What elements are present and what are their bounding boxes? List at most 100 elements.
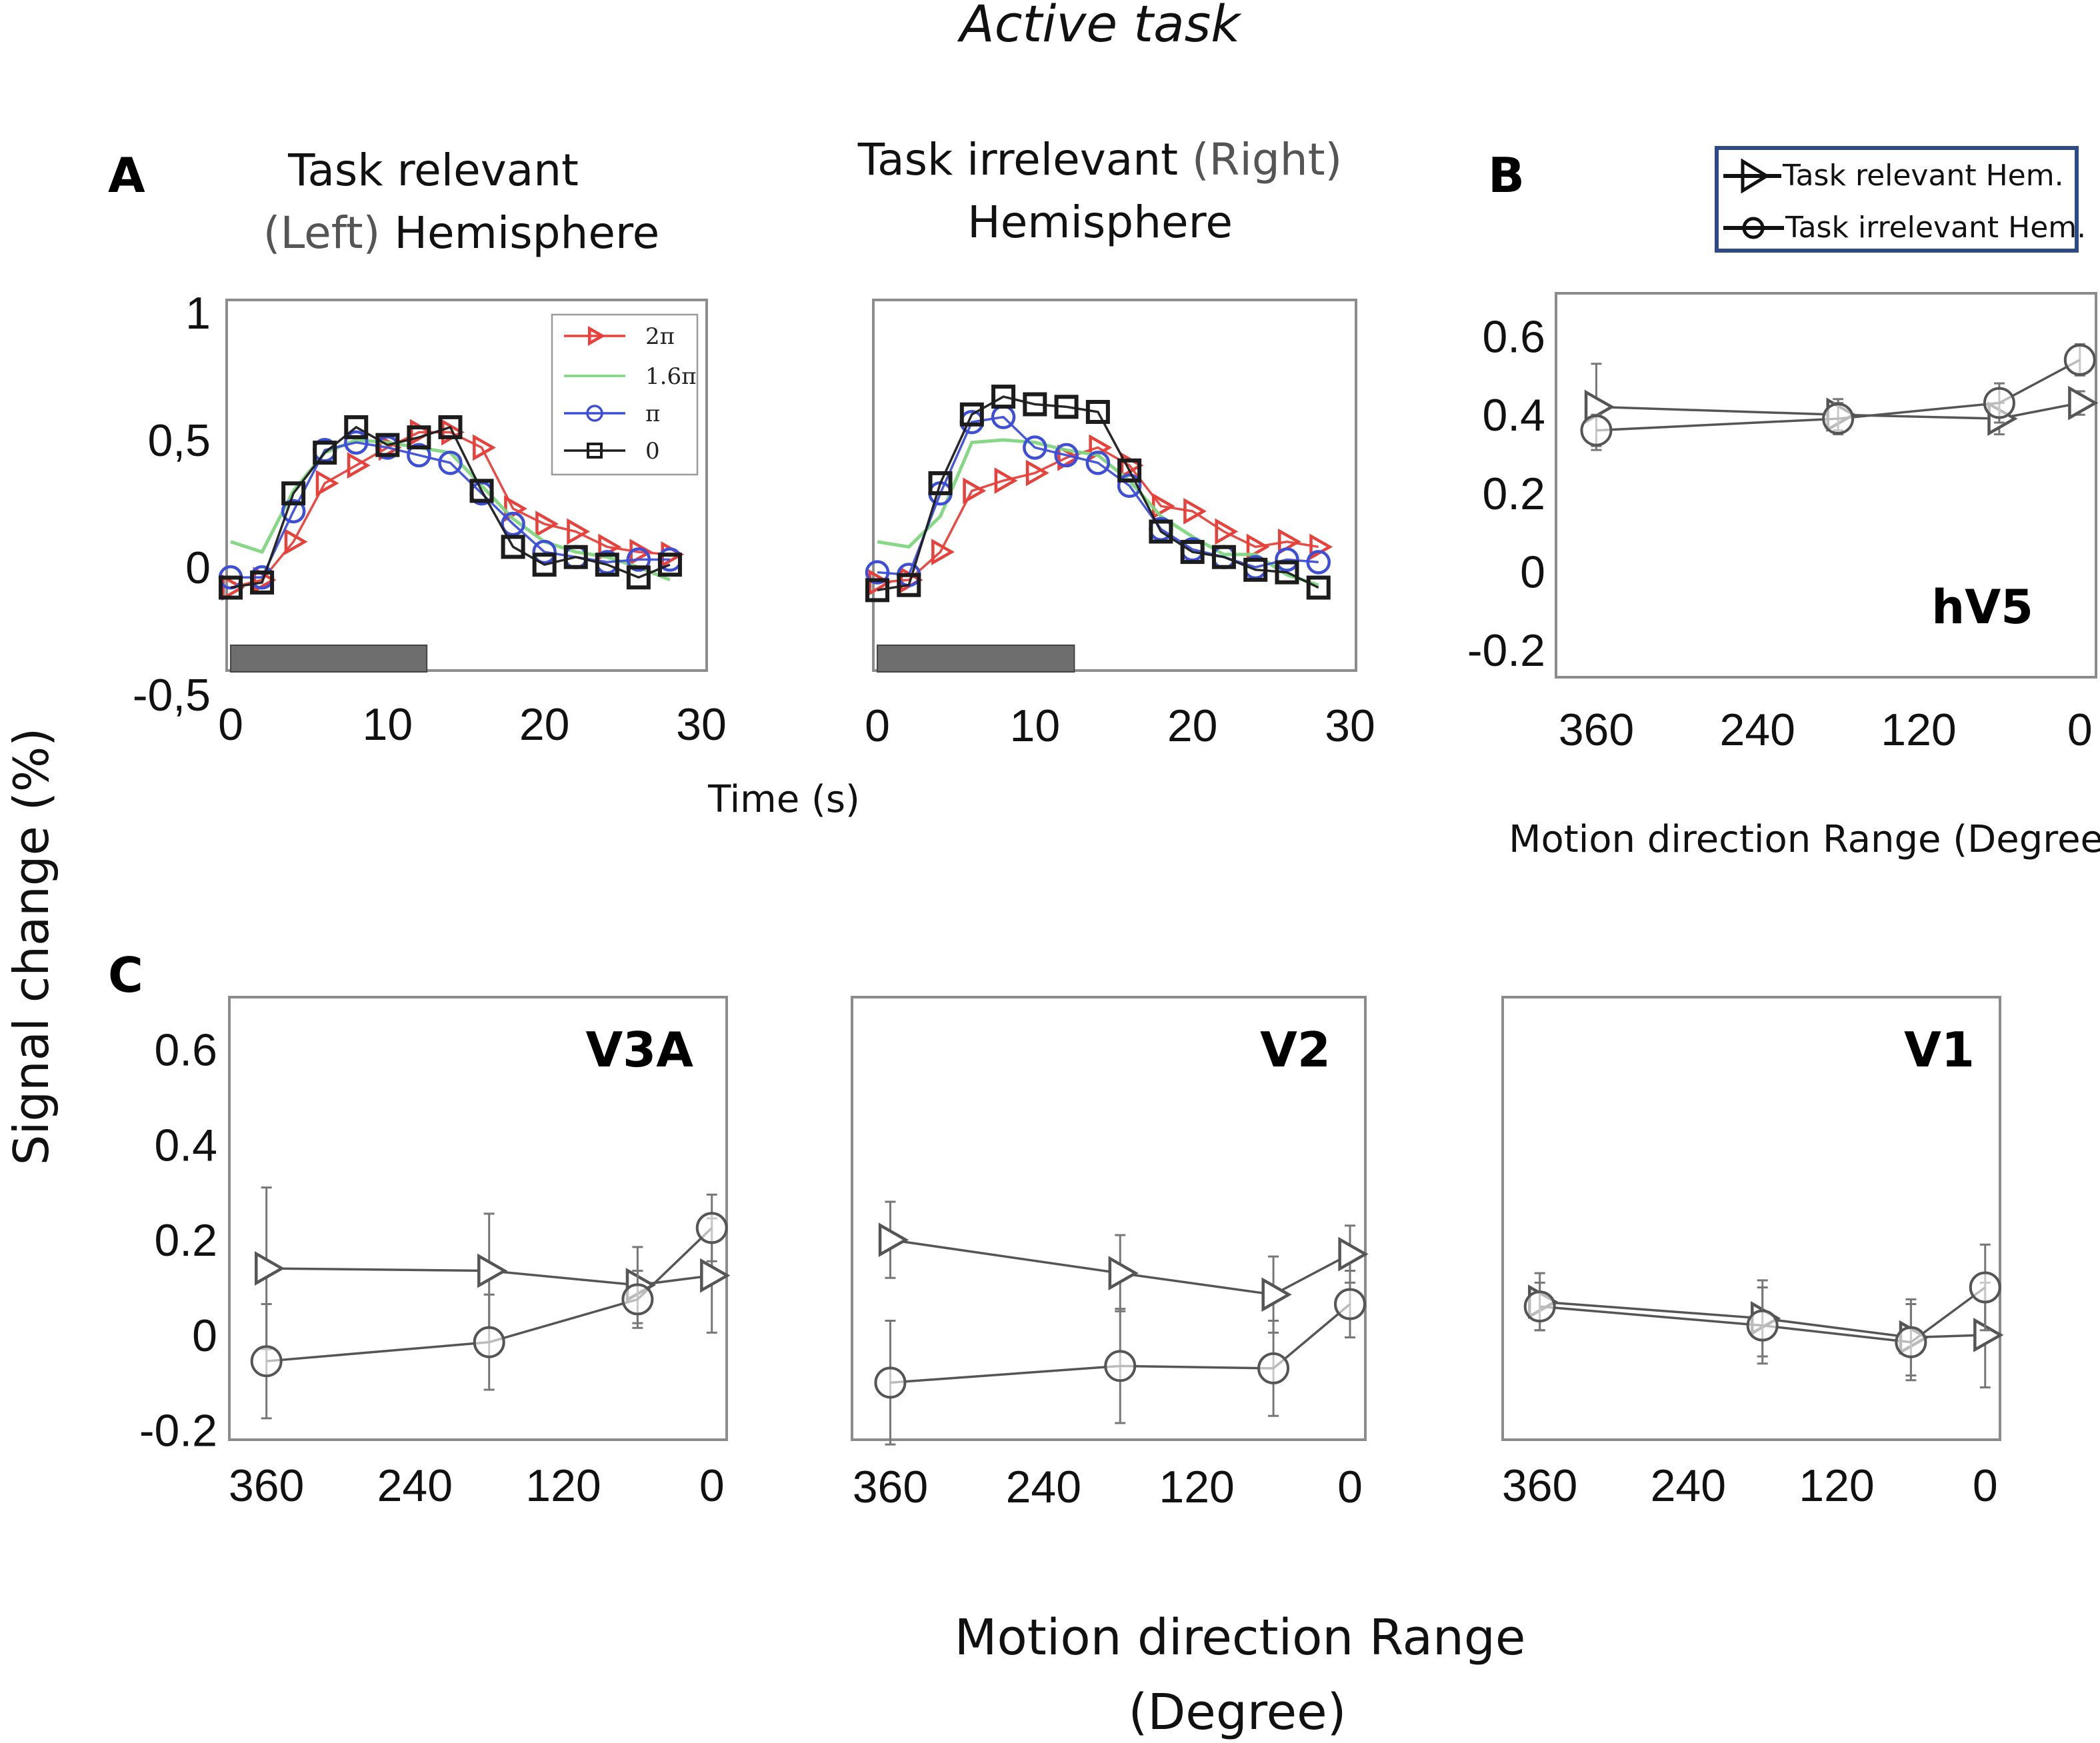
shared-ylabel: Signal change (%) [3, 728, 59, 1166]
x-tick-label-240: 240 [1651, 1460, 1726, 1511]
data-point-2π-3 [315, 470, 339, 497]
data-point-0-3 [959, 402, 984, 427]
data-point-2π-0 [868, 569, 892, 596]
data-point-triangle-3 [1338, 1236, 1369, 1272]
data-point-π-8 [1117, 473, 1142, 499]
data-point-0-6 [407, 425, 431, 450]
chart-v3a: 360 240 120 0 0.6 0.4 0.2 0 -0.2 V3A [139, 996, 731, 1511]
data-point-triangle-0 [255, 1251, 285, 1286]
y-tick-label-0: 0 [185, 543, 211, 593]
data-point-0-7 [438, 415, 463, 439]
y-tick-label-0: 0 [192, 1310, 217, 1361]
data-point-0-13 [1275, 560, 1299, 585]
series-line-triangle [890, 1238, 1351, 1296]
series-line-triangle [266, 1267, 712, 1286]
data-point-π-4 [344, 430, 369, 455]
data-point-2π-11 [1215, 518, 1239, 545]
y-tick-label-0: 0 [1520, 547, 1545, 597]
legend-label-1.6π: 1.6π [645, 363, 696, 390]
data-point-π-0 [865, 560, 890, 585]
data-point-circle-0 [1580, 414, 1613, 447]
legend-marker-π [586, 405, 603, 422]
data-point-triangle-1 [1108, 1256, 1139, 1290]
legend-label-2π: 2π [645, 323, 675, 350]
legend-relevant-marker [1741, 158, 1770, 194]
plot-frame-v3a [228, 996, 728, 1441]
plot-frame-hv5 [1555, 292, 2097, 679]
data-point-0-2 [281, 481, 306, 506]
plot-frame-v1 [1501, 996, 2001, 1441]
data-point-0-10 [1180, 540, 1205, 565]
data-point-circle-2 [1257, 1352, 1290, 1384]
plot-area-v1: 360 240 120 0 V1 [1502, 1022, 2004, 1511]
data-point-0-11 [563, 545, 588, 569]
data-point-2π-12 [1246, 533, 1270, 561]
left-title-hemi-word: Hemisphere [380, 207, 659, 259]
right-title-line2: Hemisphere [967, 197, 1233, 248]
data-point-2π-10 [535, 511, 559, 537]
x-tick-label-0: 0 [699, 1460, 725, 1511]
stimulus-bar [230, 645, 428, 673]
plot-area-v2: 360 240 120 0 V2 [853, 1022, 1369, 1512]
data-point-2π-5 [1025, 459, 1049, 487]
y-tick-label-0.4: 0.4 [154, 1120, 217, 1170]
series-line-2π [230, 431, 671, 589]
legend-marker-0 [587, 443, 603, 459]
plot-area-v3a: 360 240 120 0 0.6 0.4 0.2 0 -0.2 V3A [139, 1022, 731, 1511]
data-point-π-13 [1275, 547, 1299, 572]
data-point-2π-0 [221, 574, 245, 601]
x-tick-label-240: 240 [1720, 705, 1795, 755]
x-tick-label-30: 30 [676, 699, 727, 750]
data-point-circle-2 [1983, 387, 2015, 419]
data-point-2π-3 [963, 477, 987, 505]
data-point-π-14 [1306, 550, 1331, 575]
time-xlabel: Time (s) [707, 778, 860, 821]
data-point-π-6 [1054, 443, 1079, 468]
x-tick-label-10: 10 [363, 699, 413, 750]
data-point-circle-3 [1334, 1288, 1367, 1320]
data-point-triangle-1 [477, 1253, 508, 1288]
data-point-0-0 [865, 578, 889, 603]
x-tick-label-120: 120 [1799, 1460, 1874, 1511]
data-point-circle-2 [621, 1283, 654, 1316]
data-point-0-5 [375, 433, 400, 457]
x-tick-label-0: 0 [218, 699, 243, 750]
data-point-triangle-3 [2068, 385, 2099, 421]
data-point-0-14 [657, 553, 682, 577]
series-line-triangle [1539, 1300, 1985, 1339]
plot-area-hv5: 360 240 120 0 0.6 0.4 0.2 0 -0.2 hV5 [1467, 312, 2099, 755]
data-point-circle-3 [1969, 1271, 2001, 1304]
legend-irrelevant-label: Task irrelevant Hem. [1785, 211, 2086, 245]
data-point-2π-2 [931, 539, 955, 565]
c-xlabel-line1: Motion direction Range [955, 1609, 1526, 1666]
data-point-circle-1 [1822, 403, 1855, 435]
data-point-2π-6 [1057, 444, 1081, 471]
data-point-triangle-0 [878, 1222, 909, 1258]
data-point-triangle-3 [1973, 1318, 2004, 1352]
chart-hv5: 360 240 120 0 0.6 0.4 0.2 0 -0.2 hV5 [1467, 292, 2099, 755]
data-point-circle-0 [1523, 1290, 1556, 1323]
legend-irrelevant-marker [1742, 217, 1765, 239]
data-point-circle-2 [1895, 1326, 1927, 1358]
data-point-0-3 [313, 441, 337, 465]
series-line-circle [890, 1303, 1351, 1384]
data-point-2π-2 [284, 528, 308, 555]
x-tick-label-0: 0 [865, 701, 890, 751]
data-point-circle-0 [250, 1345, 283, 1378]
right-title-hemi-side: (Right) [1178, 134, 1342, 185]
chart-timecourse-right: 0 10 20 30 [865, 299, 1375, 751]
x-tick-label-0: 0 [1973, 1460, 1998, 1511]
x-tick-label-120: 120 [1881, 705, 1956, 755]
c-xlabel-line2: (Degree) [1128, 1684, 1346, 1741]
y-tick-label--0,5: -0,5 [133, 670, 211, 721]
data-point-0-0 [219, 575, 243, 600]
y-tick-label-0.2: 0.2 [1482, 469, 1545, 519]
panel-c-label: C [108, 947, 143, 1003]
y-tick-label-0.6: 0.6 [154, 1025, 217, 1076]
x-tick-label-120: 120 [525, 1460, 601, 1511]
data-point-π-10 [532, 539, 557, 565]
series-line-circle [1596, 359, 2081, 432]
figure-title: Active task [957, 0, 1243, 53]
